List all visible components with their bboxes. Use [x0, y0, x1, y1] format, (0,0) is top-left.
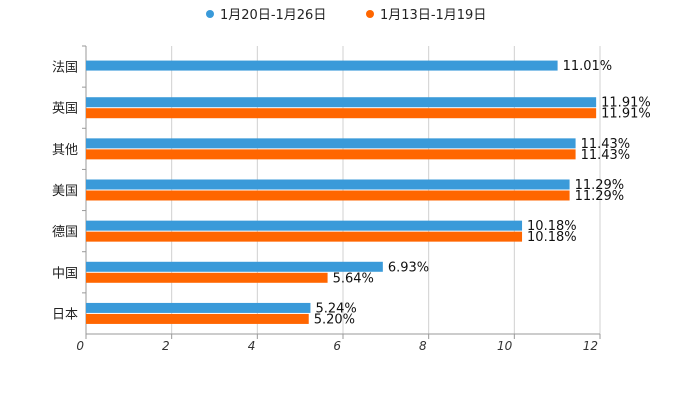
data-label: 5.24%: [315, 301, 356, 316]
data-label: 10.18%: [527, 219, 577, 234]
data-label: 11.29%: [575, 189, 625, 204]
bar-series-2: [86, 313, 309, 324]
x-tick-label: 10: [497, 339, 513, 353]
legend-item-series-1[interactable]: 1月20日-1月26日: [206, 4, 326, 23]
bar-series-2: [86, 231, 523, 242]
bar-series-1: [86, 179, 570, 190]
y-category-label: 法国: [52, 61, 78, 76]
bar-series-1: [86, 302, 311, 313]
bar-series-1: [86, 261, 383, 272]
legend-marker-series-1: [206, 9, 214, 18]
data-label: 10.18%: [527, 230, 577, 245]
bar-series-2: [86, 272, 328, 283]
legend-marker-series-2: [366, 9, 374, 18]
bar-series-1: [86, 97, 597, 108]
data-label: 11.91%: [601, 107, 651, 122]
legend-label-series-1: 1月20日-1月26日: [220, 8, 327, 23]
y-category-label: 德国: [52, 225, 78, 240]
x-tick-label: 6: [333, 339, 341, 353]
y-category-label: 日本: [52, 307, 78, 322]
legend: 1月20日-1月26日 1月13日-1月19日: [0, 4, 700, 23]
legend-item-series-2[interactable]: 1月13日-1月19日: [366, 4, 486, 23]
bar-series-1: [86, 60, 558, 71]
x-tick-label: 12: [583, 339, 598, 353]
bar-series-1: [86, 138, 576, 149]
bar-series-2: [86, 108, 597, 119]
bar-series-2: [86, 149, 576, 160]
y-category-label: 中国: [52, 266, 78, 281]
y-category-label: 英国: [52, 102, 78, 117]
x-tick-label: 4: [248, 339, 256, 353]
bar-series-1: [86, 220, 523, 231]
data-label: 11.29%: [575, 178, 625, 193]
x-tick-label: 2: [162, 339, 170, 353]
x-tick-label: 0: [76, 339, 84, 353]
data-label: 11.43%: [581, 148, 631, 163]
data-label: 11.91%: [601, 96, 651, 111]
data-label: 11.43%: [581, 137, 631, 152]
data-label: 5.20%: [314, 312, 355, 327]
data-label: 6.93%: [388, 260, 429, 275]
y-category-label: 其他: [52, 143, 78, 158]
x-tick-label: 8: [419, 339, 427, 353]
legend-label-series-2: 1月13日-1月19日: [380, 8, 487, 23]
y-category-label: 美国: [52, 184, 78, 199]
bar-series-2: [86, 190, 570, 201]
data-label: 11.01%: [563, 59, 613, 74]
data-label: 5.64%: [333, 271, 374, 286]
